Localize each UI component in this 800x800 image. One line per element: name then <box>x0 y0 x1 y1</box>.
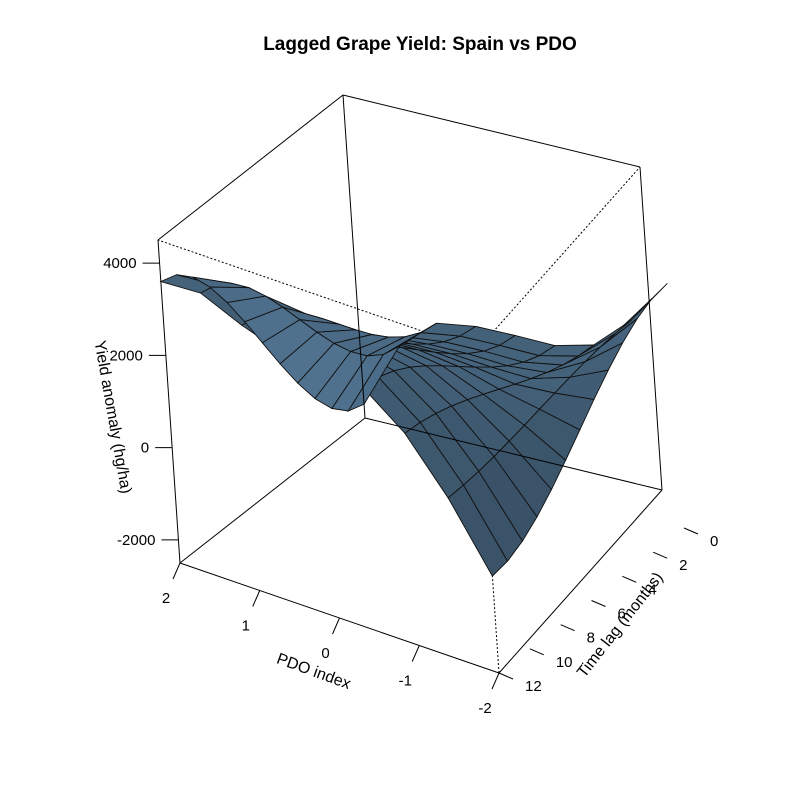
x-tick-mark <box>332 617 340 635</box>
y-tick-mark <box>560 624 575 632</box>
y-tick-mark <box>498 672 514 680</box>
y-tick-label: 4 <box>648 581 656 598</box>
box-edge <box>364 417 663 491</box>
x-tick-mark <box>411 645 420 662</box>
box-edge <box>179 417 366 564</box>
z-tick-label: 2000 <box>109 347 142 364</box>
box-edges <box>157 94 663 674</box>
x-tick-label: 0 <box>321 645 329 662</box>
box-edge <box>476 166 641 351</box>
y-tick-label: 8 <box>587 630 595 647</box>
y-tick-label: 10 <box>556 654 573 671</box>
box-edge <box>157 94 344 241</box>
x-tick-label: -1 <box>399 673 412 690</box>
x-tick-mark <box>252 590 261 607</box>
box-edge <box>342 94 641 168</box>
z-tick-label: 0 <box>141 440 149 457</box>
x-axis-label: PDO index <box>274 651 353 693</box>
chart-title: Lagged Grape Yield: Spain vs PDO <box>263 34 577 55</box>
y-tick-mark <box>591 600 606 607</box>
z-tick-label: -2000 <box>117 532 155 549</box>
y-tick-mark <box>652 551 668 559</box>
box-edge <box>342 94 366 419</box>
surface-facet <box>347 345 401 412</box>
x-tick-mark <box>172 562 181 580</box>
box-edge <box>498 489 663 674</box>
y-tick-mark <box>622 575 637 583</box>
x-tick-label: 1 <box>242 618 250 635</box>
y-tick-label: 2 <box>679 557 687 574</box>
y-axis-label: Time lag (months) <box>574 569 666 681</box>
y-tick-label: 12 <box>525 678 542 695</box>
y-tick-mark <box>683 527 699 535</box>
box-edge <box>639 166 663 491</box>
box-edge <box>157 239 181 564</box>
y-tick-label: 6 <box>618 606 626 623</box>
y-tick-label: 0 <box>710 533 718 550</box>
z-tick-label: 4000 <box>103 255 136 272</box>
x-tick-label: 2 <box>162 590 170 607</box>
surface-mesh <box>159 274 668 577</box>
x-tick-label: -2 <box>478 700 491 717</box>
y-tick-mark <box>529 648 545 656</box>
x-tick-mark <box>491 672 500 690</box>
